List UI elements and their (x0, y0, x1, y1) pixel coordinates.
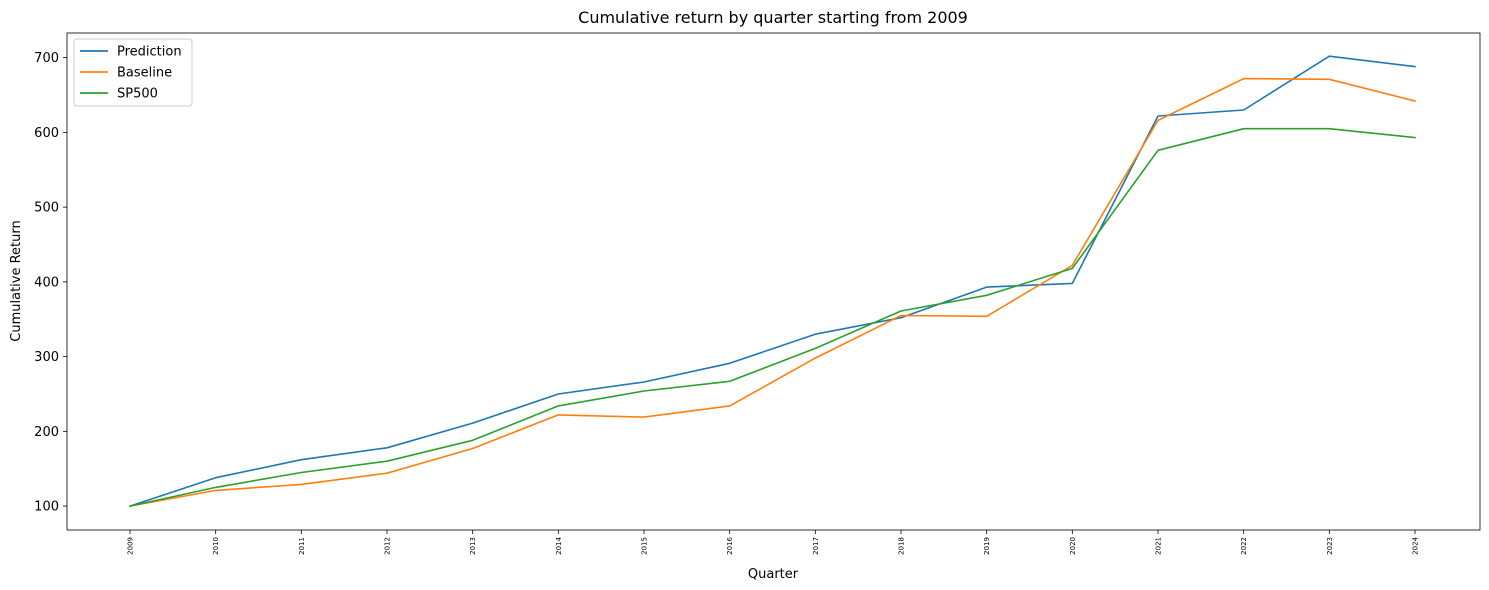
x-tick-label: 2013 (469, 537, 477, 555)
series-lines (128, 55, 1416, 508)
x-tick-label: 2020 (1069, 537, 1077, 555)
legend-label: Baseline (117, 66, 172, 81)
x-tick-label: 2009 (127, 537, 135, 555)
y-tick-label: 300 (34, 350, 59, 365)
x-tick-label: 2012 (384, 537, 392, 555)
plot-area (66, 32, 1481, 531)
y-tick-label: 100 (34, 500, 59, 515)
y-tick-label: 600 (34, 126, 59, 141)
x-tick-label: 2022 (1240, 537, 1248, 555)
x-tick-label: 2014 (555, 536, 563, 554)
y-tick-label: 200 (34, 425, 59, 440)
x-tick-label: 2021 (1155, 537, 1163, 555)
y-axis-label: Cumulative Return (9, 220, 24, 341)
series-line-prediction (128, 55, 1416, 508)
x-tick-label: 2024 (1412, 536, 1420, 554)
legend-box (73, 38, 193, 107)
y-tick-label: 400 (34, 275, 59, 290)
legend-label: SP500 (117, 87, 158, 102)
x-axis: 2009 2010 2011 2012 2013 2014 2015 2016 2017 2018… (127, 530, 1420, 555)
x-tick-label: 2017 (812, 537, 820, 555)
chart-title: Cumulative return by quarter starting fr… (578, 8, 968, 27)
y-axis: 100 200 300 400 500 600 700 (34, 51, 67, 515)
x-tick-label: 2018 (898, 537, 906, 555)
x-tick-label: 2016 (726, 536, 734, 554)
x-tick-label: 2010 (212, 537, 220, 555)
x-tick-label: 2023 (1326, 537, 1334, 555)
legend: Prediction Baseline SP500 (73, 38, 193, 107)
series-line-baseline (129, 77, 1416, 508)
legend-label: Prediction (117, 45, 182, 60)
series-line-sp500 (129, 127, 1416, 508)
x-tick-label: 2011 (298, 537, 306, 555)
y-tick-label: 500 (34, 201, 59, 216)
x-axis-label: Quarter (748, 567, 799, 582)
y-tick-label: 700 (34, 51, 59, 66)
x-tick-label: 2015 (641, 537, 649, 555)
x-tick-label: 2019 (983, 537, 991, 555)
